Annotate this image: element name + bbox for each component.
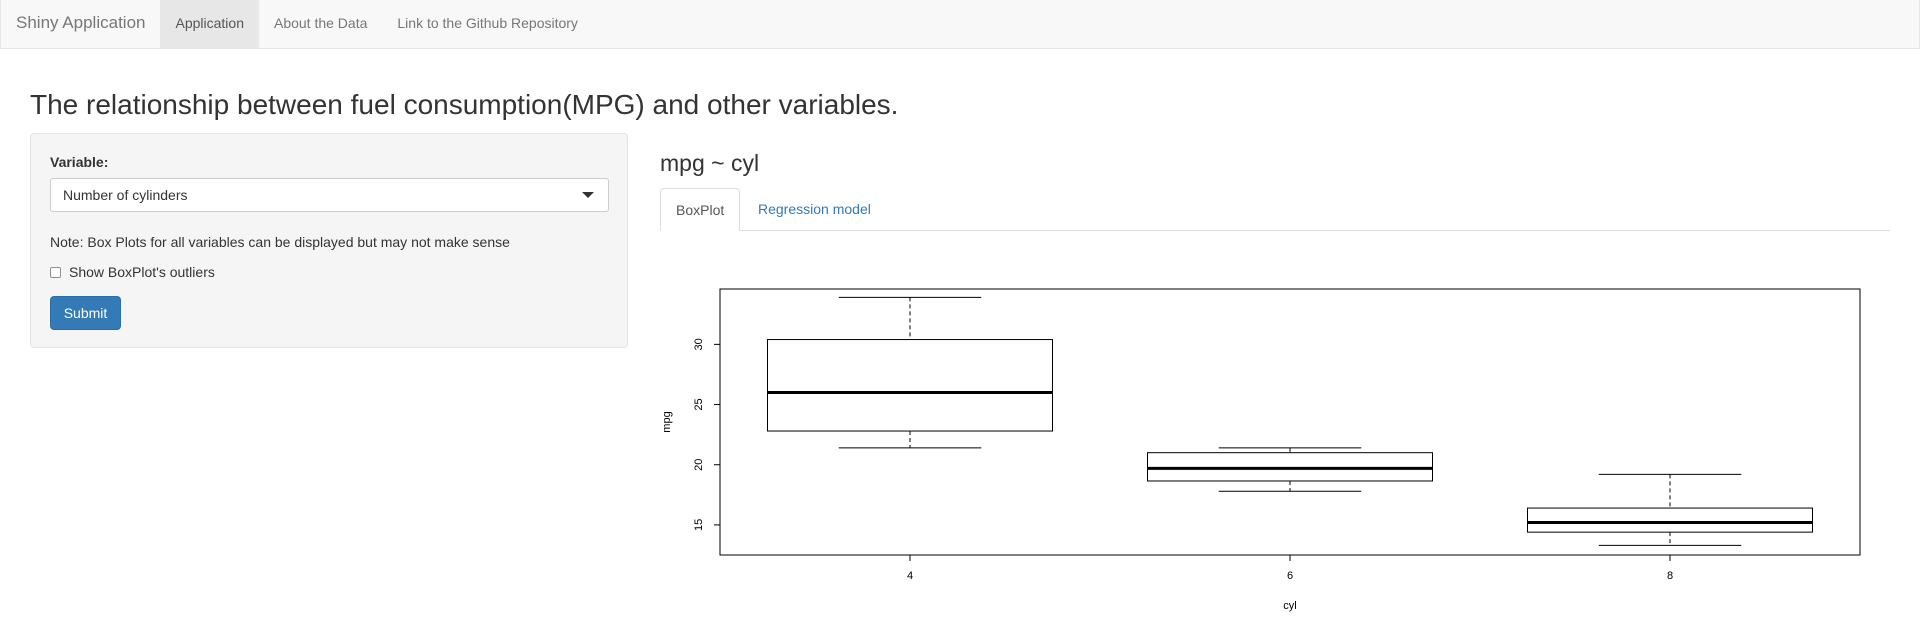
box-iqr <box>1527 507 1813 533</box>
tab-bar: BoxPlot Regression model <box>660 188 1890 231</box>
variable-select[interactable]: Number of cylinders <box>50 178 609 212</box>
y-tick-label: 15 <box>693 519 705 531</box>
y-tick-label: 25 <box>693 398 705 410</box>
tab-regression-model[interactable]: Regression model <box>758 201 871 217</box>
outliers-checkbox[interactable] <box>50 266 61 278</box>
chevron-down-icon <box>582 192 594 198</box>
y-tick-label: 30 <box>693 338 705 350</box>
page-title: The relationship between fuel consumptio… <box>30 89 899 120</box>
outliers-checkbox-row[interactable]: Show BoxPlot's outliers <box>50 264 215 280</box>
y-axis-label: mpg <box>661 411 673 432</box>
x-axis-label: cyl <box>1283 600 1296 612</box>
x-tick-label: 8 <box>1667 570 1673 582</box>
submit-button[interactable]: Submit <box>50 296 121 330</box>
box-iqr <box>767 339 1053 432</box>
y-tick-label: 20 <box>693 459 705 471</box>
tab-boxplot[interactable]: BoxPlot <box>660 188 741 231</box>
nav-item-about-data[interactable]: About the Data <box>273 15 368 31</box>
navbar-brand[interactable]: Shiny Application <box>16 13 146 32</box>
boxplot-note: Note: Box Plots for all variables can be… <box>50 234 510 250</box>
navbar: Shiny Application Application About the … <box>0 0 1920 49</box>
x-tick-label: 6 <box>1287 570 1293 582</box>
sidebar-panel: Variable: Number of cylinders Note: Box … <box>30 133 628 348</box>
nav-item-github-link[interactable]: Link to the Github Repository <box>397 15 578 31</box>
main-title: mpg ~ cyl <box>660 150 760 176</box>
outliers-checkbox-label[interactable]: Show BoxPlot's outliers <box>69 264 215 280</box>
nav-item-application[interactable]: Application <box>160 0 259 48</box>
variable-select-value: Number of cylinders <box>63 187 188 203</box>
box-iqr <box>1147 452 1433 482</box>
variable-label: Variable: <box>50 154 109 170</box>
boxplot-chart: 15 20 25 30 4 6 8 cyl mpg <box>661 288 1861 612</box>
x-tick-label: 4 <box>907 570 913 582</box>
